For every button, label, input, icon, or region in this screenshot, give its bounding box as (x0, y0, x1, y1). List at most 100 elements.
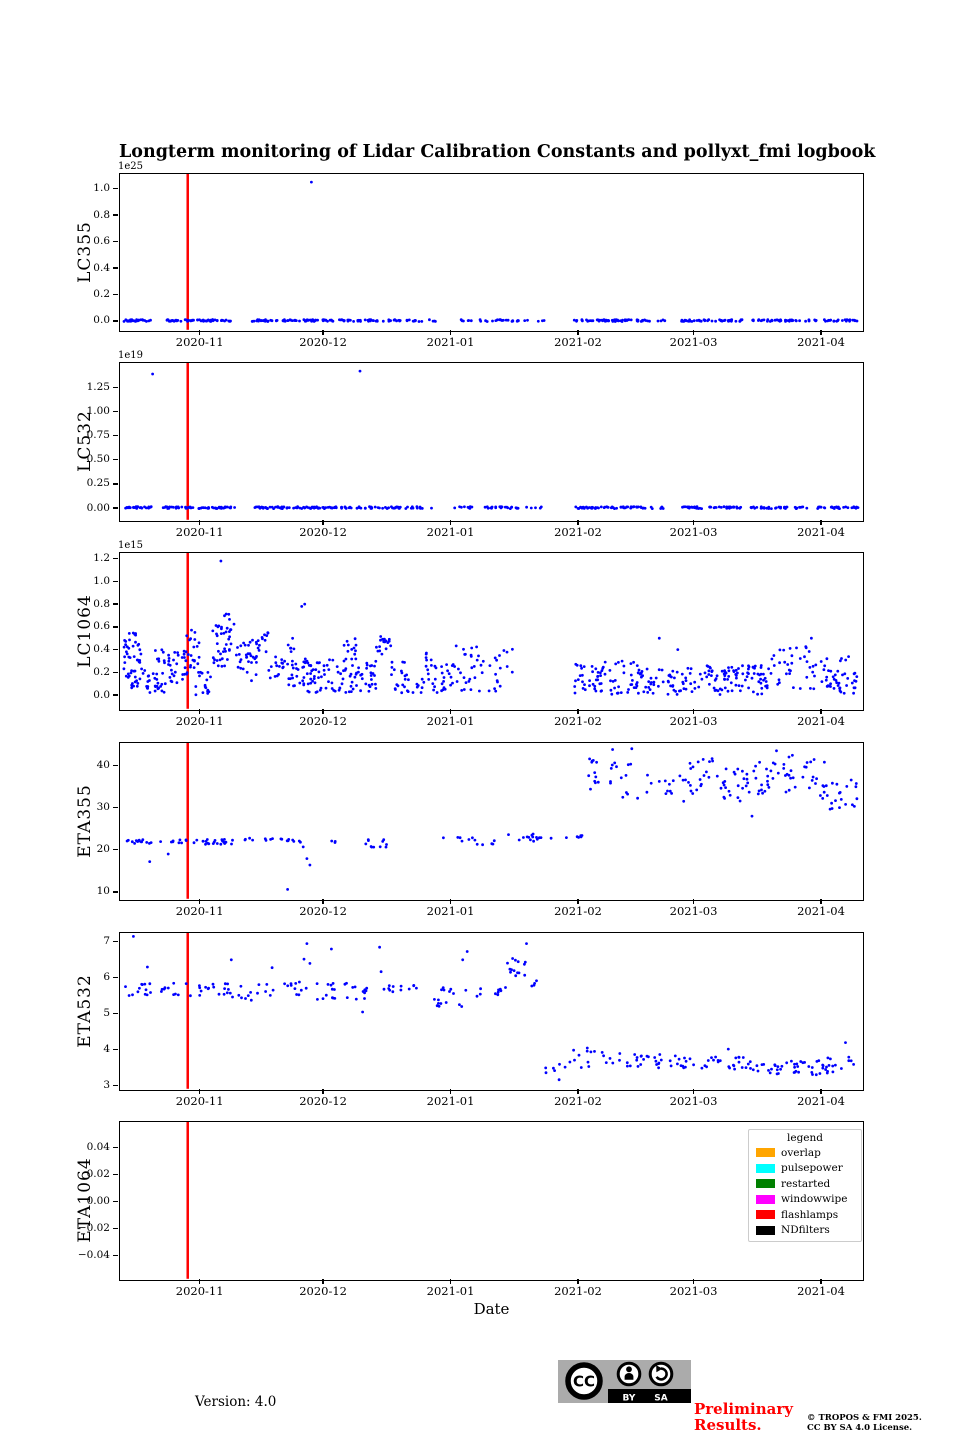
x-tick-label: 2021-04 (797, 713, 845, 728)
x-tick-label: 2021-04 (797, 1283, 845, 1298)
y-tick-label: 0.0 (93, 688, 110, 701)
subplot-lc532: 0.00 0.25 0.50 0.75 1.00 1.25 2020-11 2020-12 20… (75, 350, 864, 538)
scatter-points (122, 180, 859, 323)
x-tick-mark (449, 329, 452, 335)
y-tick-mark (113, 671, 119, 673)
x-tick-label: 2020-12 (299, 713, 347, 728)
legend-entry-NDfilters: NDfilters (749, 1223, 861, 1239)
preliminary-line1: Preliminary (694, 1400, 793, 1418)
x-tick-mark (199, 898, 201, 904)
svg-text:BY: BY (623, 1394, 636, 1404)
x-tick-mark (577, 1088, 579, 1094)
y-tick-mark (113, 459, 119, 461)
y-tick-label: 5 (103, 1007, 110, 1020)
x-tick-mark (692, 1278, 695, 1284)
y-tick-label: 1.0 (93, 182, 110, 195)
legend-title: legend (787, 1132, 823, 1144)
y-axis-scale-offset: 1e25 (118, 161, 144, 172)
legend-entry-label: overlap (781, 1146, 821, 1159)
y-tick-mark (113, 1227, 119, 1229)
restarted-color-swatch (756, 1179, 775, 1189)
x-tick-mark (449, 898, 452, 904)
y-tick-mark (113, 941, 119, 943)
x-tick-mark (820, 329, 822, 335)
y-tick-label: 0.4 (93, 261, 110, 274)
y-tick-label: 0.00 (86, 501, 110, 514)
x-axis-label: Date (473, 1300, 510, 1318)
flashlamps-color-swatch (756, 1210, 775, 1220)
flashlamps-event-line (186, 363, 189, 520)
x-tick-mark (577, 329, 579, 335)
x-tick-mark (820, 519, 822, 525)
legend-entry-overlap: overlap (749, 1145, 861, 1161)
y-tick-mark (113, 507, 119, 509)
x-tick-mark (322, 1278, 324, 1284)
x-tick-mark (820, 1278, 822, 1284)
y-tick-mark (113, 1085, 119, 1087)
y-tick-mark (113, 1146, 119, 1149)
subplot-eta355: 10 20 30 40 2020-11 2020-12 2021-01 2021-02 2021… (75, 742, 864, 917)
y-tick-label: 1.25 (86, 380, 110, 393)
y-tick-mark (113, 386, 119, 389)
flashlamps-event-line (186, 553, 189, 709)
y-tick-label: 3 (103, 1079, 110, 1092)
y-tick-label: 20 (96, 843, 110, 856)
y-tick-mark (113, 626, 119, 628)
y-tick-label: 1.0 (93, 574, 110, 587)
NDfilters-color-swatch (756, 1225, 775, 1235)
x-tick-mark (577, 898, 579, 904)
y-tick-label: 7 (103, 935, 110, 948)
x-tick-label: 2021-01 (426, 903, 475, 918)
y-tick-mark (113, 648, 119, 651)
x-tick-mark (449, 1278, 452, 1284)
copyright-note: © TROPOS & FMI 2025. CC BY SA 4.0 Licens… (807, 1413, 922, 1433)
y-tick-mark (113, 240, 119, 243)
x-tick-mark (820, 898, 822, 904)
x-tick-label: 2020-12 (299, 1283, 347, 1298)
y-tick-label: 0.50 (86, 453, 110, 466)
x-tick-mark (820, 1088, 822, 1094)
subplot-eta1064: −0.04 −0.02 0.00 0.02 0.04 2020-11 2020-12 2021… (75, 1121, 864, 1297)
version-label: Version: 4.0 (195, 1394, 277, 1410)
x-tick-label: 2020-11 (175, 903, 224, 918)
scatter-canvas-lc355 (122, 174, 859, 330)
y-tick-label: −0.04 (77, 1248, 110, 1261)
overlap-color-swatch (756, 1148, 775, 1158)
y-tick-label: 40 (96, 759, 110, 772)
flashlamps-event-line (186, 174, 189, 330)
y-tick-mark (113, 1254, 119, 1256)
legend-entry-flashlamps: flashlamps (749, 1207, 861, 1223)
x-tick-mark (692, 519, 695, 525)
y-tick-label: 6 (103, 971, 110, 984)
x-tick-mark (577, 519, 579, 525)
x-tick-mark (199, 708, 201, 714)
x-tick-mark (322, 329, 324, 335)
x-tick-label: 2021-01 (426, 334, 475, 349)
x-tick-mark (199, 519, 201, 525)
x-tick-label: 2021-04 (797, 334, 845, 349)
x-tick-label: 2021-03 (669, 1283, 718, 1298)
y-tick-label: 0.00 (86, 1194, 110, 1207)
x-tick-mark (692, 1088, 695, 1094)
copyright-line1: © TROPOS & FMI 2025. (807, 1413, 922, 1423)
x-tick-label: 2021-02 (554, 524, 602, 539)
y-axis-label-lc532: LC532 (75, 410, 95, 473)
subplot-lc1064: 0.0 0.2 0.4 0.6 0.8 1.0 1.2 2020-11 2020-12 2021-… (75, 540, 864, 727)
x-tick-mark (692, 898, 695, 904)
x-tick-mark (322, 898, 324, 904)
y-tick-mark (113, 410, 119, 413)
y-tick-mark (113, 807, 119, 809)
x-tick-mark (449, 519, 452, 525)
y-tick-label: 0.02 (86, 1167, 110, 1180)
y-tick-mark (113, 580, 119, 583)
y-tick-mark (113, 188, 119, 190)
pulsepower-color-swatch (756, 1163, 775, 1173)
x-tick-label: 2021-03 (669, 903, 718, 918)
cc-circle-icon (565, 1362, 603, 1400)
x-tick-label: 2021-02 (554, 1283, 602, 1298)
y-axis-label-eta532: ETA532 (75, 974, 95, 1048)
cc-by-sa-icon: CC BY SA (558, 1360, 691, 1404)
flashlamps-event-line (186, 933, 189, 1089)
y-tick-label: 0.2 (93, 665, 110, 678)
x-tick-label: 2020-11 (175, 334, 224, 349)
